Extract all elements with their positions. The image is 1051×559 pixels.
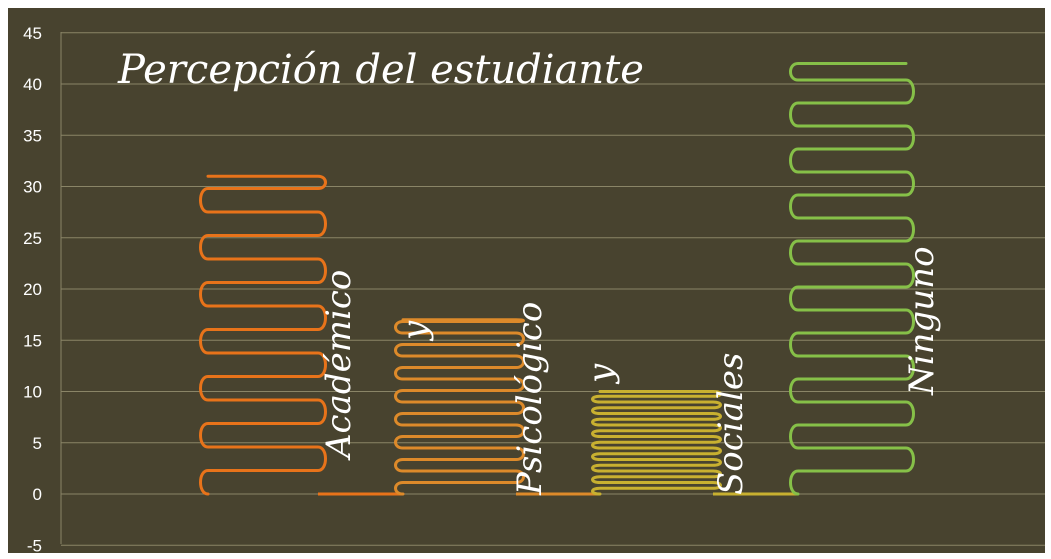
y-tick-label: 20 (23, 280, 42, 299)
bar-chart: -5 0 5 10 15 20 25 30 35 40 45 Percepción del estu… (23, 24, 1045, 553)
y-axis-tick-labels: -5 0 5 10 15 20 25 30 35 40 45 (23, 24, 42, 553)
category-label-y-2: y (581, 363, 621, 385)
y-tick-label: 25 (23, 229, 42, 248)
chart-title: Percepción del estudiante (117, 47, 644, 93)
bar-psicologico (394, 318, 525, 496)
y-tick-label: 0 (33, 485, 42, 504)
bar-academico (199, 174, 327, 496)
y-tick-label: 5 (33, 434, 42, 453)
category-label-sociales: Sociales (711, 353, 751, 495)
y-tick-label: 45 (23, 24, 42, 43)
category-label-ninguno: Ninguno (902, 246, 942, 396)
y-tick-label: 30 (23, 178, 42, 197)
category-label-psicologico: Psicológico (510, 302, 550, 496)
category-labels: Académico y Psicológico y Sociales Ningu… (319, 246, 942, 496)
bars (199, 62, 915, 496)
y-tick-label: 40 (23, 75, 42, 94)
y-tick-label: 35 (23, 126, 42, 145)
y-tick-label: -5 (27, 536, 42, 553)
bar-ninguno (789, 62, 915, 496)
bar-sociales (591, 390, 722, 496)
y-tick-label: 15 (23, 331, 42, 350)
chart-area: -5 0 5 10 15 20 25 30 35 40 45 Percepción del estu… (8, 8, 1045, 553)
gridlines (61, 32, 1045, 546)
category-label-y-1: y (395, 320, 435, 342)
category-label-academico: Académico (319, 270, 359, 461)
y-tick-label: 10 (23, 383, 42, 402)
